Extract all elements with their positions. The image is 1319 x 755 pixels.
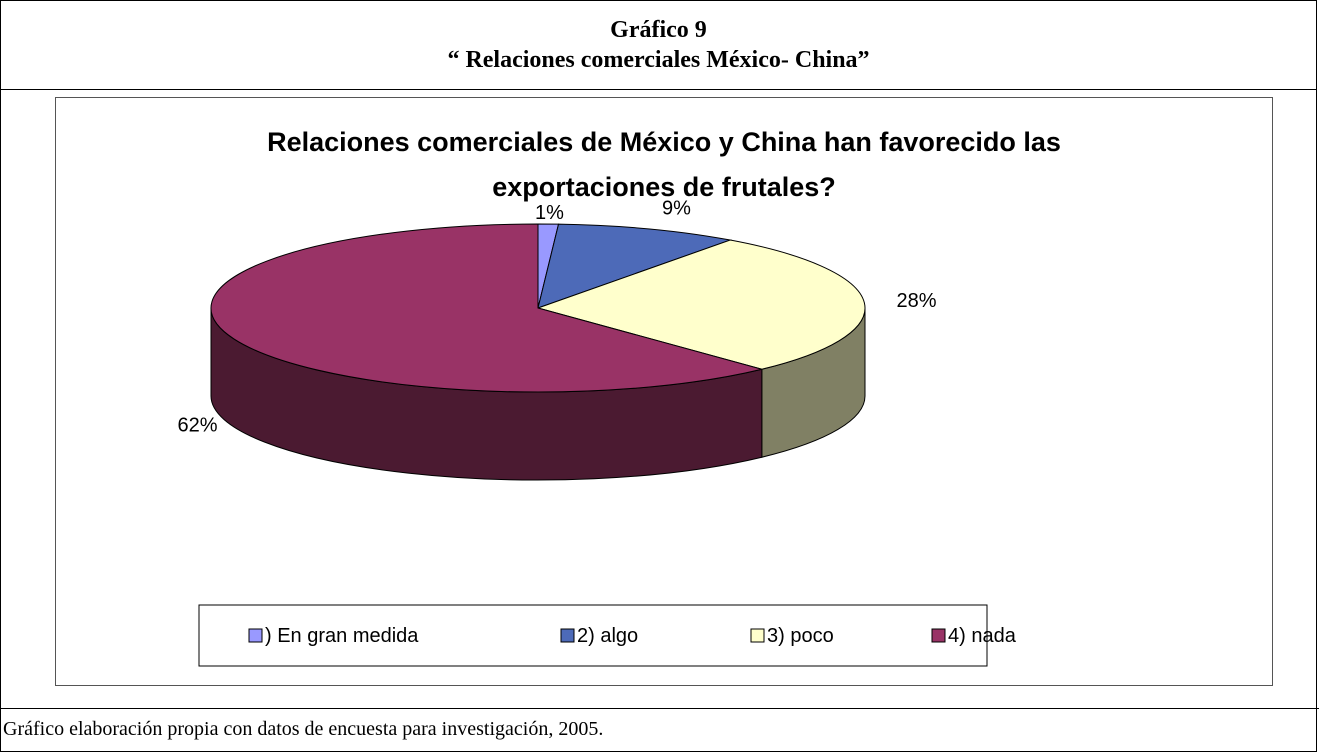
figure-label: Gráfico 9 — [610, 17, 707, 43]
legend-swatch-2-algo — [560, 628, 575, 643]
legend-label-4-nada: 4) nada — [948, 625, 1017, 647]
pie-slice-3-poco — [536, 239, 866, 370]
data-label-2-algo: 9% — [662, 197, 691, 219]
legend-label-2-algo: 2) algo — [577, 625, 638, 647]
legend-label-3-poco: 3) poco — [767, 625, 834, 647]
pie-sides — [210, 307, 866, 481]
figure-title: “ Relaciones comerciales México- China” — [447, 47, 870, 73]
data-label-4-nada: 62% — [177, 415, 217, 437]
data-label-3-poco: 28% — [897, 290, 937, 312]
figure-header: Gráfico 9 “ Relaciones comerciales Méxic… — [1, 1, 1316, 90]
pie-slice-2-algo — [537, 223, 733, 309]
data-label-en-gran-medida: 1% — [535, 202, 564, 224]
footer-divider — [0, 708, 1319, 709]
chart-title-line-2: exportaciones de frutales? — [492, 172, 836, 202]
legend-swatch-en-gran-medida — [248, 628, 263, 643]
source-note: Gráfico elaboración propia con datos de … — [3, 718, 604, 740]
legend-swatch-4-nada — [931, 628, 946, 643]
pie-slice-4-nada — [210, 223, 762, 393]
chart-title-line-1: Relaciones comerciales de México y China… — [267, 127, 1061, 157]
pie-chart: Relaciones comerciales de México y China… — [177, 127, 1061, 667]
pie-tops — [210, 223, 866, 393]
legend: ) En gran medida 2) algo 3) poco 4) nada — [248, 625, 1017, 647]
legend-swatch-3-poco — [750, 628, 765, 643]
legend-box — [198, 604, 988, 667]
legend-label-en-gran-medida: ) En gran medida — [265, 625, 419, 647]
chart-area: Relaciones comerciales de México y China… — [55, 97, 1273, 686]
pie-labels: 1% 9% 28% 62% — [177, 197, 936, 436]
